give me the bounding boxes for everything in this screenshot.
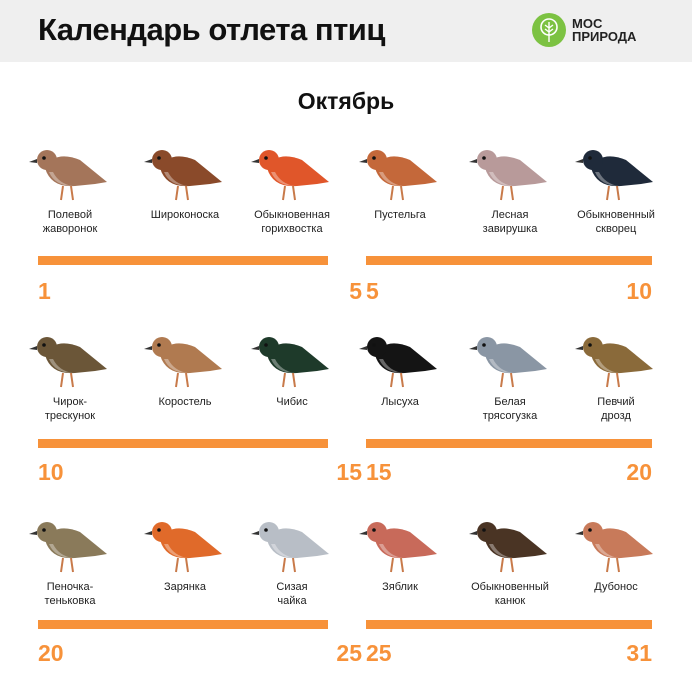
bird-illustration — [130, 500, 240, 580]
end-day: 25 — [336, 640, 362, 666]
mospriroda-logo: МОС ПРИРОДА — [532, 13, 636, 47]
start-day: 10 — [38, 459, 64, 485]
bird-illustration — [345, 128, 455, 208]
start-day: 25 — [366, 640, 392, 666]
bird-name: Певчий дрозд — [597, 396, 635, 422]
bird-illustration — [237, 128, 347, 208]
start-day: 15 — [366, 459, 392, 485]
bird-illustration — [561, 128, 671, 208]
bird-name: Чибис — [276, 396, 308, 408]
bird-name: Коростель — [158, 396, 212, 408]
month-title: Октябрь — [297, 88, 395, 114]
bird-name: Дубонос — [594, 581, 638, 593]
bird-name: Широконоска — [150, 209, 220, 221]
bird-name: Белая трясогузка — [482, 396, 538, 422]
bird-card: Певчий дрозд — [561, 315, 671, 423]
bird-card: Дубонос — [561, 500, 671, 594]
bird-card: Коростель — [130, 315, 240, 409]
date-range-bar — [366, 439, 652, 448]
date-range-bar — [366, 620, 652, 629]
bird-card: Лысуха — [345, 315, 455, 409]
bird-illustration — [15, 500, 125, 580]
bird-card: Чибис — [237, 315, 347, 409]
bird-card: Обыкновенный скворец — [561, 128, 671, 236]
bird-illustration — [561, 500, 671, 580]
end-day: 10 — [626, 278, 652, 304]
end-day: 20 — [626, 459, 652, 485]
bird-name: Зарянка — [164, 581, 206, 593]
bird-card: Зарянка — [130, 500, 240, 594]
bird-illustration — [130, 315, 240, 395]
bird-card: Обыкновенная горихвостка — [237, 128, 347, 236]
bird-name: Чирок- трескунок — [44, 396, 96, 422]
date-range-bar — [38, 620, 328, 629]
header-banner: Календарь отлета птиц МОС ПРИРОДА — [0, 0, 692, 62]
logo-text: МОС ПРИРОДА — [572, 16, 637, 44]
bird-name: Зяблик — [382, 581, 418, 593]
bird-illustration — [455, 128, 565, 208]
bird-name: Пустельга — [374, 209, 426, 221]
bird-illustration — [345, 500, 455, 580]
date-range-bar — [366, 256, 652, 265]
bird-card: Полевой жаворонок — [15, 128, 125, 236]
bird-name: Обыкновенный канюк — [471, 581, 549, 607]
bird-name: Сизая чайка — [276, 581, 308, 607]
bird-card: Пеночка- теньковка — [15, 500, 125, 608]
end-day: 15 — [336, 459, 362, 485]
bird-card: Обыкновенный канюк — [455, 500, 565, 608]
end-day: 31 — [626, 640, 652, 666]
start-day: 1 — [38, 278, 51, 304]
bird-name: Лысуха — [381, 396, 419, 408]
bird-illustration — [455, 315, 565, 395]
bird-name: Полевой жаворонок — [42, 209, 98, 235]
bird-card: Пустельга — [345, 128, 455, 222]
bird-illustration — [455, 500, 565, 580]
bird-illustration — [345, 315, 455, 395]
bird-illustration — [561, 315, 671, 395]
bird-illustration — [130, 128, 240, 208]
end-day: 5 — [349, 278, 362, 304]
bird-name: Лесная завирушка — [482, 209, 538, 235]
bird-card: Лесная завирушка — [455, 128, 565, 236]
bird-name: Обыкновенная горихвостка — [254, 209, 330, 235]
bird-card: Широконоска — [130, 128, 240, 222]
bird-name: Пеночка- теньковка — [44, 581, 96, 607]
bird-card: Чирок- трескунок — [15, 315, 125, 423]
bird-card: Сизая чайка — [237, 500, 347, 608]
bird-illustration — [15, 315, 125, 395]
bird-illustration — [237, 500, 347, 580]
start-day: 20 — [38, 640, 64, 666]
tree-icon — [532, 13, 566, 47]
date-range-bar — [38, 256, 328, 265]
page-title: Календарь отлета птиц — [38, 12, 385, 47]
bird-illustration — [237, 315, 347, 395]
bird-illustration — [15, 128, 125, 208]
start-day: 5 — [366, 278, 379, 304]
date-range-bar — [38, 439, 328, 448]
bird-name: Обыкновенный скворец — [577, 209, 655, 235]
bird-card: Зяблик — [345, 500, 455, 594]
bird-card: Белая трясогузка — [455, 315, 565, 423]
